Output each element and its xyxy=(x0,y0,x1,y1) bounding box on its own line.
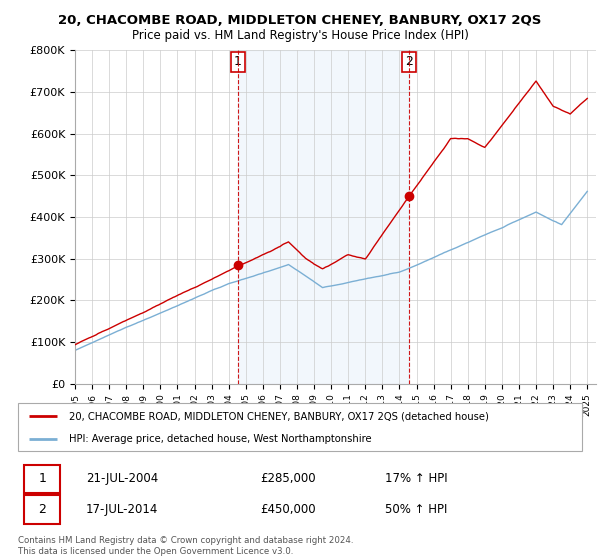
Text: 2: 2 xyxy=(405,55,413,68)
Text: HPI: Average price, detached house, West Northamptonshire: HPI: Average price, detached house, West… xyxy=(69,434,371,444)
Text: 2: 2 xyxy=(38,503,46,516)
Text: 1: 1 xyxy=(38,472,46,486)
Text: Price paid vs. HM Land Registry's House Price Index (HPI): Price paid vs. HM Land Registry's House … xyxy=(131,29,469,42)
Text: 20, CHACOMBE ROAD, MIDDLETON CHENEY, BANBURY, OX17 2QS (detached house): 20, CHACOMBE ROAD, MIDDLETON CHENEY, BAN… xyxy=(69,411,488,421)
Text: 17-JUL-2014: 17-JUL-2014 xyxy=(86,503,158,516)
Text: £450,000: £450,000 xyxy=(260,503,316,516)
FancyBboxPatch shape xyxy=(23,465,60,493)
Bar xyxy=(238,50,409,384)
Text: 20, CHACOMBE ROAD, MIDDLETON CHENEY, BANBURY, OX17 2QS: 20, CHACOMBE ROAD, MIDDLETON CHENEY, BAN… xyxy=(58,14,542,27)
Text: 17% ↑ HPI: 17% ↑ HPI xyxy=(385,472,447,486)
Text: 21-JUL-2004: 21-JUL-2004 xyxy=(86,472,158,486)
Text: £285,000: £285,000 xyxy=(260,472,316,486)
Text: 1: 1 xyxy=(234,55,242,68)
FancyBboxPatch shape xyxy=(23,496,60,524)
Text: Contains HM Land Registry data © Crown copyright and database right 2024.
This d: Contains HM Land Registry data © Crown c… xyxy=(18,536,353,556)
Text: 50% ↑ HPI: 50% ↑ HPI xyxy=(385,503,447,516)
